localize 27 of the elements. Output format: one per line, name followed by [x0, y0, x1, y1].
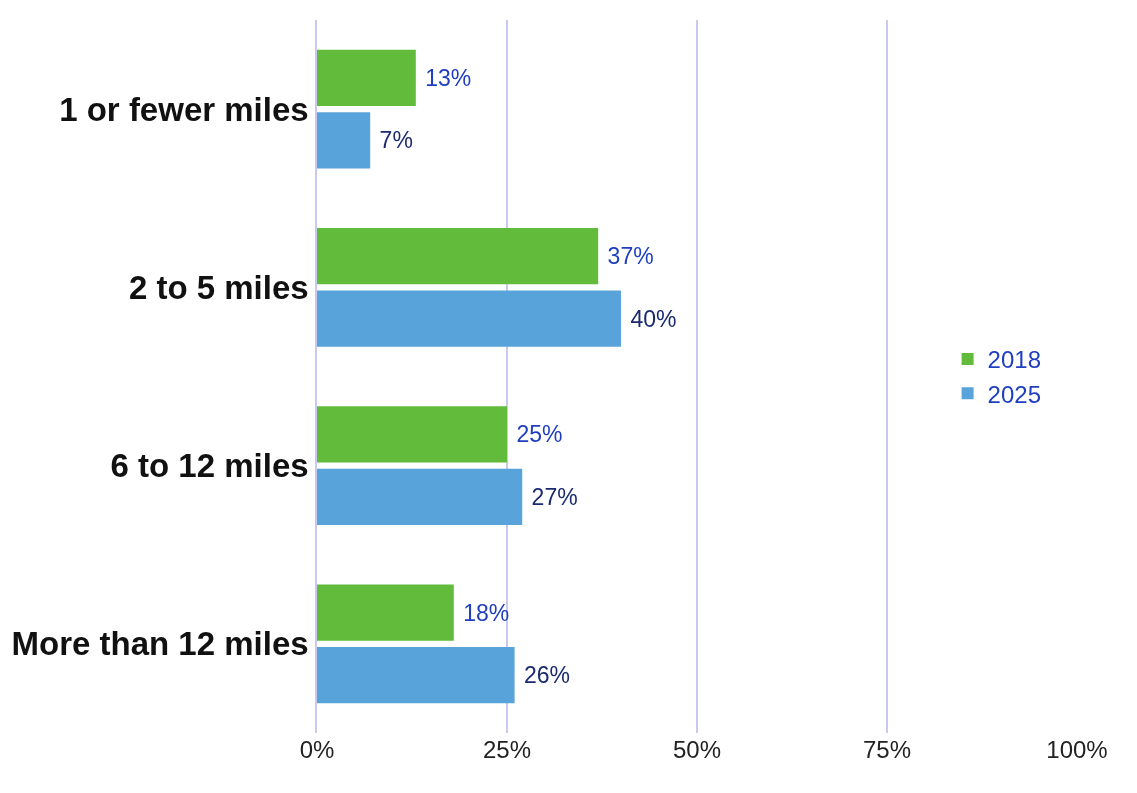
y-tick-label: 1 or fewer miles	[59, 90, 309, 128]
bar	[317, 406, 507, 463]
x-tick-label: 0%	[299, 736, 335, 763]
data-label: 27%	[525, 483, 578, 510]
bar	[317, 49, 416, 107]
x-tick-label: 25%	[482, 736, 532, 763]
legend-label: 2018	[987, 346, 1041, 374]
bar	[317, 290, 621, 347]
x-tick-label: 75%	[862, 736, 912, 763]
data-label: 40%	[624, 305, 677, 332]
data-label: 26%	[517, 662, 571, 689]
y-tick-label: 2 to 5 miles	[128, 268, 309, 306]
data-label: 18%	[456, 599, 510, 626]
y-tick-label: 6 to 12 miles	[110, 447, 309, 485]
data-label: 37%	[601, 243, 654, 270]
bar	[317, 228, 599, 285]
bar	[317, 468, 523, 525]
bar	[317, 646, 515, 704]
data-label: 13%	[418, 64, 472, 91]
data-label: 7%	[373, 127, 413, 154]
x-tick-label: 50%	[672, 736, 722, 763]
bar	[317, 584, 454, 641]
bar	[317, 112, 371, 169]
data-label: 25%	[510, 421, 563, 448]
x-tick-label: 100%	[1046, 736, 1108, 763]
legend-label: 2025	[987, 380, 1041, 408]
y-tick-label: More than 12 miles	[11, 625, 309, 663]
